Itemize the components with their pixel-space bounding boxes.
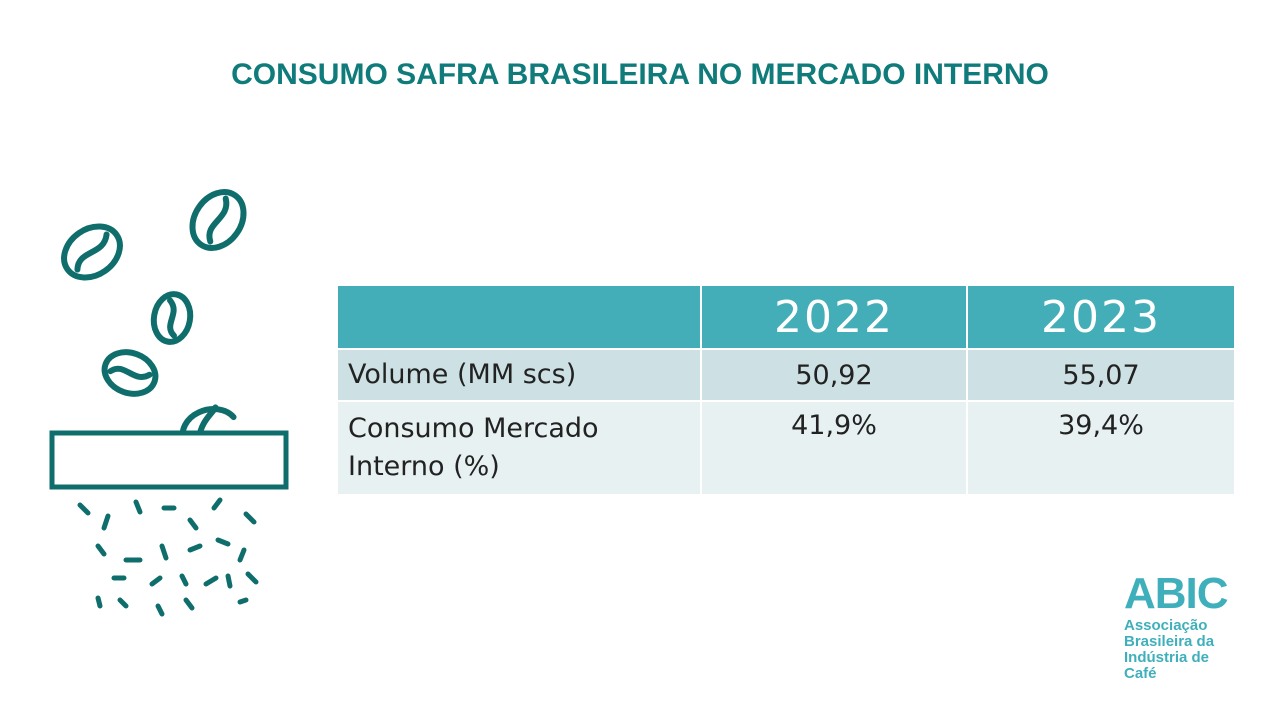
table-header-row: 2022 2023 (336, 284, 1236, 350)
table-row: Consumo Mercado Interno (%) 41,9% 39,4% (336, 400, 1236, 496)
data-table: 2022 2023 Volume (MM scs) 50,92 55,07 Co… (336, 284, 1236, 496)
logo-subtitle-line: Associação (1124, 617, 1208, 634)
header-year-2023: 2023 (966, 284, 1236, 350)
coffee-bean-icon (189, 189, 247, 251)
row-label: Volume (MM scs) (336, 348, 702, 402)
row-label-line: Interno (%) (348, 451, 500, 482)
header-year-2022: 2022 (700, 284, 968, 350)
cell-value: 55,07 (966, 348, 1236, 402)
coffee-grinder-icon (49, 189, 289, 617)
coffee-bean-icon (61, 223, 123, 281)
logo-wordmark: ABIC (1124, 569, 1229, 618)
cell-value: 50,92 (700, 348, 968, 402)
page-title: CONSUMO SAFRA BRASILEIRA NO MERCADO INTE… (231, 58, 1049, 91)
row-label-line: Consumo Mercado (348, 413, 599, 444)
cell-value: 39,4% (966, 400, 1236, 496)
abic-logo: ABIC Associação Brasileira da Indústria … (1124, 570, 1244, 685)
coffee-bean-icon (101, 349, 159, 397)
row-label: Consumo Mercado Interno (%) (336, 400, 702, 496)
coffee-bean-icon (150, 291, 194, 345)
logo-subtitle-line: Brasileira da (1124, 633, 1215, 650)
cell-value: 41,9% (700, 400, 968, 496)
logo-subtitle-line: Café (1124, 665, 1157, 682)
logo-subtitle-line: Indústria de (1124, 649, 1210, 666)
header-empty-cell (336, 284, 702, 350)
table-row: Volume (MM scs) 50,92 55,07 (336, 348, 1236, 402)
